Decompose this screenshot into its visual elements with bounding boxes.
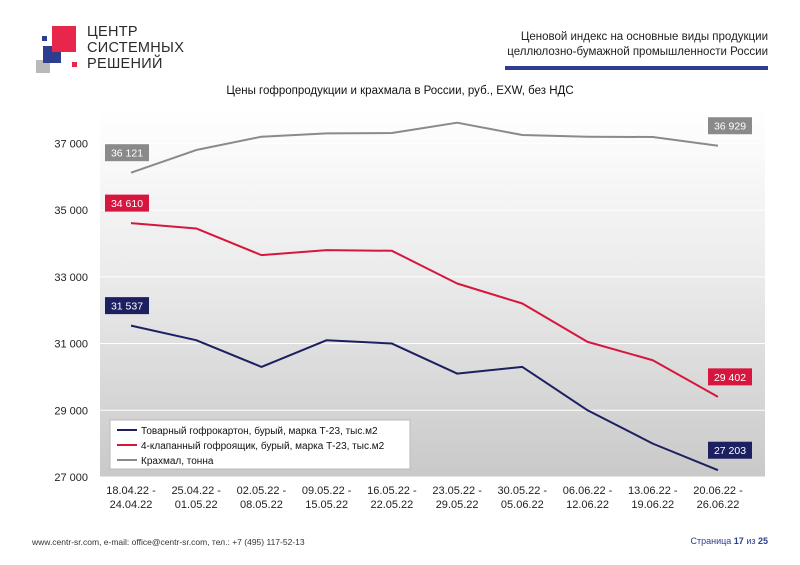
start-label-1-text: 31 537: [111, 301, 143, 313]
end-label-3-text: 36 929: [714, 121, 746, 133]
chart-title: Цены гофропродукции и крахмала в России,…: [226, 85, 574, 97]
x-axis-ticks: 18.04.22 -24.04.22 25.04.22 -01.05.22 02.0…: [106, 485, 743, 511]
legend: Товарный гофрокартон, бурый, марка Т-23,…: [109, 419, 411, 470]
logo-line-3: РЕШЕНИЙ: [87, 56, 163, 72]
y-tick-label: 29 000: [54, 405, 88, 417]
y-tick-label: 35 000: [54, 205, 88, 217]
header-accent-bar: [505, 66, 768, 70]
start-label-3-text: 36 121: [111, 148, 143, 160]
y-tick-label: 27 000: [54, 472, 88, 484]
x-tick-label: 30.05.22 -05.06.22: [498, 485, 548, 511]
y-axis-ticks: 27 000 29 000 31 000 33 000 35 000 37 000: [54, 138, 88, 484]
end-label-2-box: [708, 368, 752, 386]
end-label-3: 36 929: [708, 117, 752, 135]
y-tick-label: 33 000: [54, 272, 88, 284]
footer-contacts: www.centr-sr.com, e-mail: office@centr-s…: [32, 537, 305, 547]
logo-line-2: СИСТЕМНЫХ: [87, 40, 185, 56]
logo-dot-pink: [72, 62, 77, 67]
x-tick-label: 20.06.22 -26.06.22: [693, 485, 743, 511]
series-line-2: [130, 222, 719, 398]
logo-text: ЦЕНТР СИСТЕМНЫХ РЕШЕНИЙ: [87, 24, 184, 72]
page-of: из: [746, 536, 756, 546]
page-indicator: Страница 17 из 25: [690, 536, 768, 546]
end-label-2-text: 29 402: [714, 372, 746, 384]
company-logo: ЦЕНТР СИСТЕМНЫХ РЕШЕНИЙ: [34, 22, 184, 76]
logo-square-red: [52, 26, 76, 52]
start-label-2-text: 34 610: [111, 198, 143, 210]
page-word: Страница: [690, 536, 732, 546]
legend-entry-1: Товарный гофрокартон, бурый, марка Т-23,…: [141, 425, 378, 437]
x-tick-label: 06.06.22 -12.06.22: [563, 485, 613, 511]
start-label-3-box: [105, 144, 149, 162]
start-label-1-box: [105, 297, 149, 315]
legend-entry-2: 4-клапанный гофроящик, бурый, марка Т-23…: [141, 440, 385, 452]
series-line-1: [130, 324, 719, 472]
end-label-2: 29 402: [708, 368, 752, 386]
legend-box: [109, 419, 411, 470]
y-tick-label: 37 000: [54, 138, 88, 150]
x-tick-label: 18.04.22 -24.04.22: [106, 485, 156, 511]
x-tick-label: 25.04.22 -01.05.22: [171, 485, 221, 511]
end-label-1-text: 27 203: [714, 445, 746, 457]
start-label-3: 36 121: [105, 144, 149, 162]
logo-mark-icon: [36, 26, 77, 73]
plot-area: [100, 110, 765, 477]
y-tick-label: 31 000: [54, 339, 88, 351]
report-title-line-2: целлюлозно-бумажной промышленности Росси…: [507, 46, 768, 58]
end-label-3-box: [708, 117, 752, 135]
x-tick-label: 09.05.22 -15.05.22: [302, 485, 352, 511]
logo-square-gray: [36, 60, 50, 73]
x-tick-label: 23.05.22 -29.05.22: [432, 485, 482, 511]
start-label-2-box: [105, 194, 149, 212]
grid-lines: [100, 142, 765, 478]
x-tick-label: 02.05.22 -08.05.22: [237, 485, 287, 511]
page-total: 25: [757, 536, 768, 546]
legend-entry-3: Крахмал, тонна: [141, 456, 214, 467]
end-label-1-box: [708, 441, 752, 459]
series-lines: [130, 121, 719, 472]
x-tick-label: 13.06.22 -19.06.22: [628, 485, 678, 511]
start-label-2: 34 610: [105, 194, 149, 212]
series-line-3: [130, 121, 719, 174]
page-current: 17: [733, 536, 744, 546]
report-title: Ценовой индекс на основные виды продукци…: [468, 30, 768, 60]
report-title-line-1: Ценовой индекс на основные виды продукци…: [520, 31, 768, 43]
x-tick-label: 16.05.22 -22.05.22: [367, 485, 417, 511]
data-labels: 31 537 27 203 34 610 29 402 36 121 36 929: [105, 117, 752, 459]
logo-line-1: ЦЕНТР: [87, 24, 138, 40]
end-label-1: 27 203: [708, 441, 752, 459]
logo-dot-small: [42, 36, 47, 41]
start-label-1: 31 537: [105, 297, 149, 315]
